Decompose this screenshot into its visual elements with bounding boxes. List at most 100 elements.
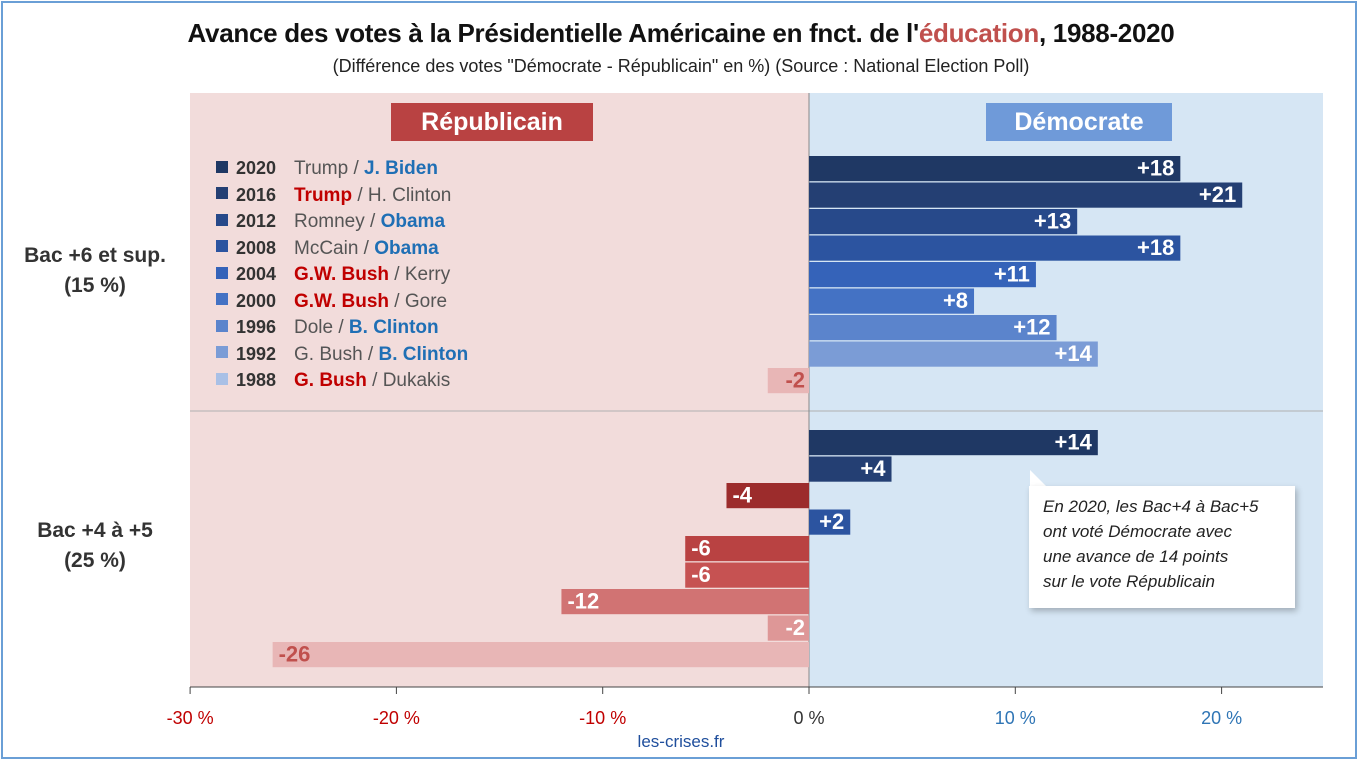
legend-separator: / bbox=[389, 290, 405, 312]
bar-label: +2 bbox=[819, 509, 844, 534]
legend-swatch bbox=[216, 160, 228, 173]
legend-swatch bbox=[216, 346, 228, 359]
bar-bac4-2012 bbox=[726, 483, 809, 509]
group-label-bac6: Bac +6 et sup. (15 %) bbox=[24, 244, 166, 297]
bar-label: +8 bbox=[943, 288, 968, 313]
legend-rep-candidate: G.W. Bush bbox=[294, 290, 389, 312]
legend-rep-candidate: Dole bbox=[294, 317, 334, 338]
legend-year: 2004 bbox=[236, 264, 277, 284]
legend-row-2016: 2016 Trump / H. Clinton bbox=[216, 185, 451, 209]
legend-swatch bbox=[216, 266, 228, 279]
legend-rep-candidate: Trump bbox=[294, 158, 349, 179]
bar-label: -2 bbox=[785, 615, 805, 640]
legend-row-2020: 2020 Trump / J. Biden bbox=[216, 158, 438, 182]
legend-dem-candidate: B. Clinton bbox=[348, 317, 439, 338]
bar-bac6-2008 bbox=[809, 235, 1181, 261]
bar-label: +18 bbox=[1137, 235, 1174, 260]
legend-swatch bbox=[216, 213, 228, 226]
bar-bac6-2020 bbox=[809, 156, 1181, 182]
legend-swatch bbox=[216, 240, 228, 253]
legend-dem-candidate: Kerry bbox=[404, 264, 451, 285]
legend-dem-candidate: J. Biden bbox=[364, 158, 438, 179]
x-tick-label: -10 % bbox=[579, 708, 626, 728]
bar-label: +4 bbox=[860, 456, 886, 481]
bar-label: +11 bbox=[994, 262, 1030, 287]
note-pointer bbox=[1030, 470, 1048, 488]
bar-bac4-2008 bbox=[809, 509, 851, 535]
bar-label: +14 bbox=[1054, 430, 1092, 455]
chart-subtitle: (Différence des votes "Démocrate - Répub… bbox=[332, 56, 1030, 76]
bar-label: -6 bbox=[691, 536, 711, 561]
legend-swatch bbox=[216, 293, 228, 306]
legend-dem-candidate: Obama bbox=[380, 211, 446, 232]
legend-rep-candidate: Trump bbox=[294, 184, 353, 206]
legend-row-1988: 1988 G. Bush / Dukakis bbox=[216, 370, 450, 394]
bar-bac6-1996 bbox=[809, 315, 1057, 341]
legend-row-2008: 2008 McCain / Obama bbox=[216, 238, 439, 262]
legend-row-2000: 2000 G.W. Bush / Gore bbox=[216, 291, 447, 315]
header-republican: Républicain bbox=[391, 103, 593, 141]
legend-year: 1988 bbox=[236, 370, 277, 390]
chart-title: Avance des votes à la Présidentielle Amé… bbox=[187, 18, 1175, 48]
legend-row-1992: 1992 G. Bush / B. Clinton bbox=[216, 344, 468, 368]
legend-dem-candidate: H. Clinton bbox=[367, 184, 452, 206]
bar-bac4-2020 bbox=[809, 430, 1098, 456]
legend-row-2012: 2012 Romney / Obama bbox=[216, 211, 445, 235]
x-tick-label: 20 % bbox=[1201, 708, 1242, 728]
legend-year: 1996 bbox=[236, 317, 277, 337]
legend-year: 2012 bbox=[236, 211, 277, 231]
source-credit: les-crises.fr bbox=[637, 732, 725, 751]
legend-dem-candidate: Gore bbox=[404, 290, 448, 312]
x-tick-label: -30 % bbox=[167, 708, 214, 728]
legend-row-2004: 2004 G.W. Bush / Kerry bbox=[216, 264, 450, 288]
legend-separator: / bbox=[362, 343, 379, 365]
group-label-bac4: Bac +4 à +5 (25 %) bbox=[37, 519, 153, 572]
header-democrat: Démocrate bbox=[986, 103, 1172, 141]
x-tick-label: -20 % bbox=[373, 708, 420, 728]
legend-rep-candidate: G. Bush bbox=[294, 343, 363, 365]
legend-separator: / bbox=[389, 264, 405, 285]
legend-separator: / bbox=[352, 184, 368, 206]
legend-dem-candidate: B. Clinton bbox=[378, 343, 469, 365]
legend-year: 2000 bbox=[236, 290, 277, 311]
bar-bac6-2012 bbox=[809, 209, 1078, 235]
bar-bac6-1988 bbox=[767, 368, 809, 394]
bar-bac6-2016 bbox=[809, 182, 1243, 208]
legend-rep-candidate: G. Bush bbox=[294, 370, 367, 391]
legend-rep-candidate: McCain bbox=[294, 237, 359, 259]
annotation-note: En 2020, les Bac+4 à Bac+5 ont voté Démoc… bbox=[1029, 486, 1295, 608]
bar-bac4-1996 bbox=[561, 589, 809, 615]
bar-label: -6 bbox=[691, 562, 711, 587]
legend-dem-candidate: Dukakis bbox=[382, 370, 451, 391]
x-tick-label: 0 % bbox=[793, 708, 824, 728]
legend-swatch bbox=[216, 187, 228, 200]
bar-bac6-1992 bbox=[809, 341, 1098, 367]
republican-zone bbox=[190, 93, 809, 687]
bar-bac4-1988 bbox=[272, 642, 809, 668]
legend-year: 2016 bbox=[236, 184, 277, 205]
bar-bac4-2004 bbox=[685, 536, 809, 562]
legend-year: 1992 bbox=[236, 343, 277, 364]
bar-label: +13 bbox=[1034, 209, 1071, 234]
bar-bac4-1992 bbox=[767, 615, 809, 641]
bar-label: +18 bbox=[1137, 156, 1174, 181]
legend-year: 2008 bbox=[236, 237, 277, 258]
title-highlight: éducation bbox=[918, 18, 1039, 48]
legend-separator: / bbox=[348, 158, 365, 179]
legend-swatch bbox=[216, 372, 228, 385]
legend-separator: / bbox=[364, 211, 381, 232]
bar-bac6-2000 bbox=[809, 288, 975, 314]
legend-swatch bbox=[216, 319, 228, 332]
x-tick-label: 10 % bbox=[995, 708, 1036, 728]
legend-year: 2020 bbox=[236, 158, 277, 178]
bar-label: -26 bbox=[279, 642, 311, 667]
bar-label: +21 bbox=[1199, 182, 1236, 207]
bar-label: -2 bbox=[785, 368, 805, 393]
bar-bac6-2004 bbox=[809, 262, 1036, 288]
legend-rep-candidate: Romney bbox=[294, 211, 365, 232]
legend-row-1996: 1996 Dole / B. Clinton bbox=[216, 317, 439, 341]
legend-separator: / bbox=[358, 237, 375, 259]
bar-label: +12 bbox=[1013, 315, 1050, 340]
